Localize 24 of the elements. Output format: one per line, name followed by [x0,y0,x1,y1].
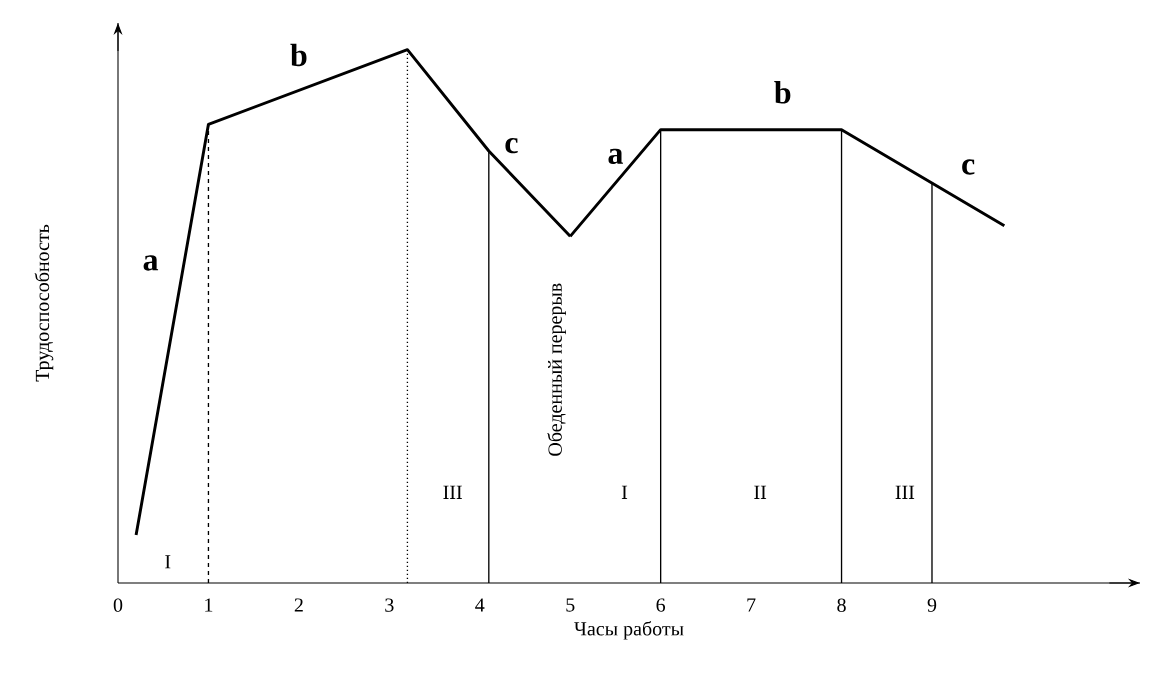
annotation: I [165,555,171,569]
x-axis-title: Часы работы [574,621,684,640]
annotation: a [608,148,623,164]
x-tick-label: 0 [113,598,123,612]
annotation: b [774,81,791,104]
annotation: a [143,255,159,271]
y-axis-title: Трудоспособность [34,224,54,382]
x-tick-label: 4 [475,598,485,612]
annotation: c [505,137,518,154]
annotation: III [895,485,915,499]
x-tick-label: 6 [656,598,666,612]
x-tick-label: 5 [566,598,575,612]
annotation: c [962,159,975,175]
x-tick-label: 2 [294,598,303,612]
x-tick-label: 9 [927,598,937,612]
annotation: III [443,485,462,499]
x-tick-label: 7 [747,598,756,612]
x-tick-label: 3 [385,598,394,612]
x-tick-label: 8 [837,598,846,612]
annotation: Обеденный перерыв [547,283,566,456]
annotation: I [621,485,628,499]
annotation: b [290,43,307,67]
x-tick-label: 1 [205,598,213,612]
annotation: II [754,485,767,499]
